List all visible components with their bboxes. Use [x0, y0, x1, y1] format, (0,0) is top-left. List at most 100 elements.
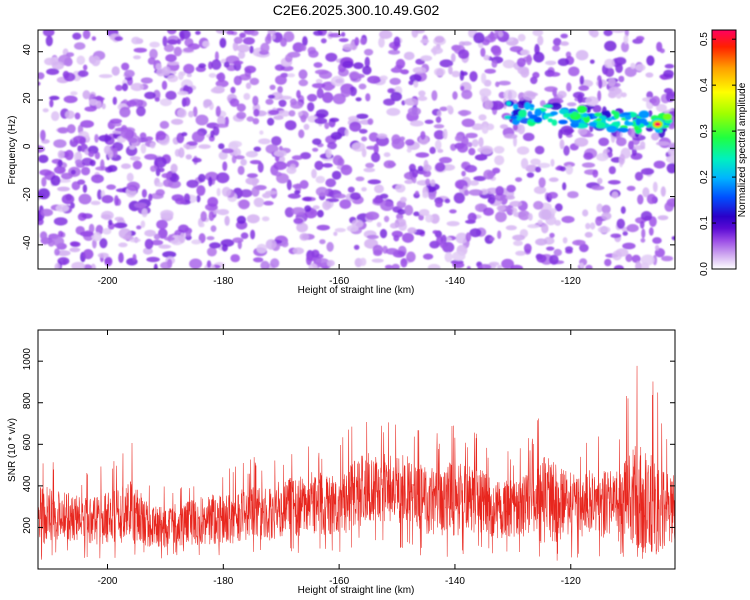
spectrogram-cell — [355, 176, 365, 182]
spectrogram-cell — [417, 165, 424, 171]
spectrogram-cell — [509, 200, 523, 207]
spectrogram-cell — [506, 101, 511, 106]
spectrogram-cell — [577, 93, 583, 104]
spectrogram-cell — [595, 118, 602, 122]
x-tick-label: -120 — [561, 276, 581, 287]
spectrogram-cell — [633, 125, 640, 131]
spectrogram-cell — [310, 210, 315, 215]
spectrogram-cell — [530, 76, 538, 85]
spectrogram-cell — [483, 54, 490, 61]
spectrogram-cell — [471, 139, 479, 148]
spectrogram-cell — [379, 30, 393, 39]
spectrogram-cell — [173, 46, 182, 57]
spectrogram-cell — [509, 115, 518, 120]
spectrogram-cell — [505, 225, 517, 231]
spectrogram-cell — [553, 37, 562, 46]
spectrogram-cell — [376, 222, 382, 228]
spectrogram-cell — [155, 130, 167, 141]
spectrogram-cell — [404, 98, 419, 106]
spectrogram-cell — [532, 71, 540, 79]
spectrogram-cell — [65, 193, 73, 201]
spectrogram-cell — [517, 33, 526, 42]
spectrogram-cell — [481, 72, 487, 84]
spectrogram-cell — [74, 112, 81, 120]
spectrogram-cell — [129, 145, 136, 150]
x-tick-label: -180 — [213, 276, 233, 287]
spectrogram-cell — [177, 91, 189, 96]
spectrogram-cell — [162, 36, 168, 47]
spectrogram-cell — [263, 200, 274, 206]
spectrogram-cell — [183, 47, 194, 53]
spectrogram-cell — [151, 239, 164, 246]
spectrogram-cell — [121, 163, 131, 169]
snr-y-axis: 200 400 600 800 1000 — [22, 348, 675, 534]
spectrogram-cell — [589, 59, 595, 64]
spectrogram-cell — [487, 32, 502, 40]
spectrogram-cell — [572, 239, 586, 246]
spectrogram-cell — [91, 36, 97, 41]
spectrogram-cell — [434, 35, 445, 43]
spectrogram-cell — [53, 139, 67, 148]
y-tick-label: -40 — [22, 235, 33, 250]
spectrogram-cell — [153, 233, 161, 240]
spectrogram-cell — [360, 37, 367, 45]
spectrogram-cell — [198, 144, 211, 150]
spectrogram-cell — [383, 152, 391, 158]
spectrogram-cell — [666, 155, 675, 164]
spectrogram-cell — [651, 95, 661, 107]
spectrogram-cell — [622, 231, 628, 236]
spectrogram-cell — [154, 156, 167, 168]
spectrogram-cell — [326, 241, 334, 252]
x-tick-label: -160 — [329, 276, 349, 287]
spectrogram-cell — [362, 65, 372, 75]
spectrogram-cell — [286, 166, 297, 174]
spectrogram-cell — [127, 137, 138, 144]
spectrogram-cell — [634, 171, 644, 181]
spectrogram-cell — [246, 214, 260, 224]
spectrogram-cell — [179, 30, 191, 40]
spectrogram-cell — [178, 71, 184, 80]
spectrogram-cell — [42, 108, 49, 113]
spectrogram-cell — [409, 120, 424, 127]
spectrogram-cell — [583, 132, 594, 138]
spectrogram-cell — [274, 64, 285, 71]
spectrogram-cell — [142, 247, 153, 255]
spectrogram-cell — [523, 243, 532, 254]
spectrogram-cell — [179, 232, 186, 244]
spectrogram-cell — [436, 110, 442, 117]
spectrogram-cell — [653, 160, 666, 169]
spectrogram-cell — [656, 141, 670, 146]
spectrogram-cell — [188, 110, 194, 118]
spectrogram-cell — [276, 110, 291, 117]
spectrogram-cell — [553, 248, 562, 257]
spectrogram-cell — [550, 98, 564, 104]
spectrogram-cell — [554, 219, 561, 226]
spectrogram-cell — [498, 80, 511, 86]
spectrogram-cell — [75, 151, 82, 162]
spectrogram-cell — [302, 196, 312, 202]
spectrogram-cell — [598, 137, 610, 147]
spectrogram-cell — [535, 166, 542, 173]
spectrogram-cell — [395, 184, 406, 193]
spectrogram-y-axis: -40 -20 0 20 40 — [22, 44, 675, 250]
spectrogram-cell — [51, 111, 60, 122]
spectrogram-cell — [129, 156, 141, 161]
spectrogram-cell — [223, 61, 230, 68]
spectrogram-cell — [565, 246, 573, 252]
spectrogram-cell — [434, 162, 446, 172]
spectrogram-cell — [621, 41, 629, 53]
spectrogram-cell — [333, 231, 338, 236]
spectrogram-cell — [290, 98, 297, 106]
spectrogram-cell — [144, 91, 156, 100]
spectrogram-cell — [549, 254, 559, 265]
spectrogram-cell — [631, 145, 646, 151]
spectrogram-cell — [112, 96, 118, 105]
spectrogram-cell — [613, 265, 624, 269]
spectrogram-cell — [376, 135, 389, 147]
spectrogram-cell — [418, 214, 424, 221]
spectrogram-cell — [604, 40, 617, 52]
spectrogram-cell — [53, 166, 66, 174]
spectrogram-cell — [334, 228, 346, 233]
spectrogram-cell — [529, 107, 535, 111]
